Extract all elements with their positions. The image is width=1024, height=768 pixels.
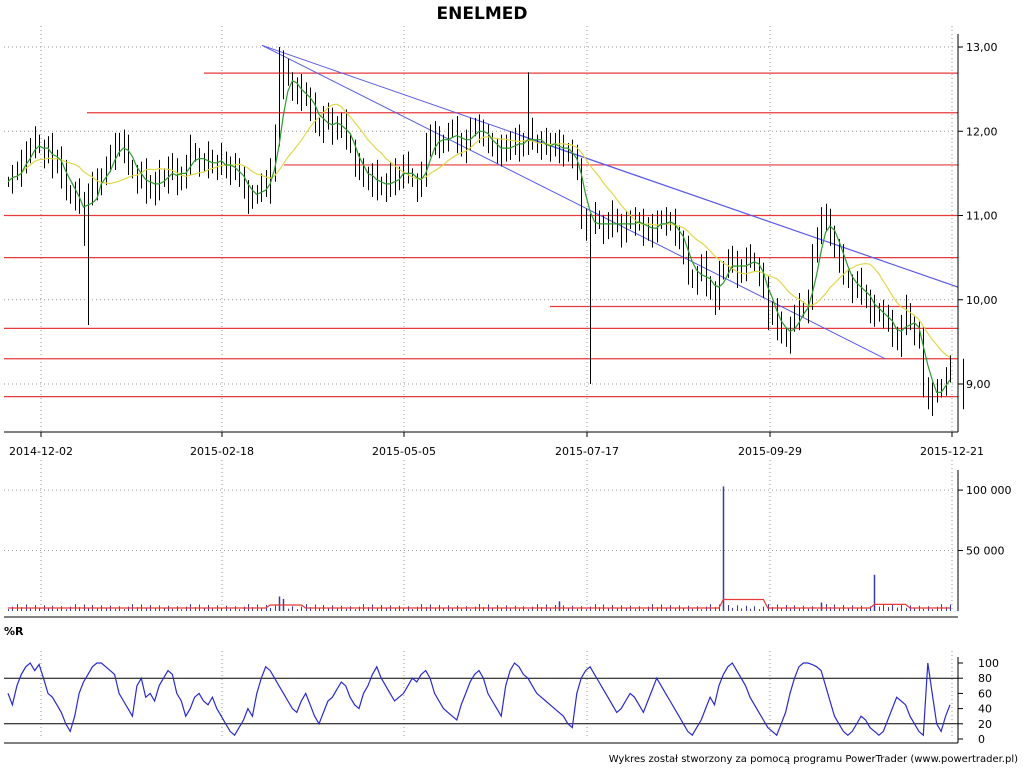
volume-y-label: 100 000 bbox=[966, 484, 1012, 497]
price-panel: 13,00 12,00 11,00 10,00 9,00 2014-12-02 2015-0… bbox=[4, 26, 998, 458]
wr-line bbox=[7, 662, 951, 737]
wr-y-label: 20 bbox=[978, 718, 992, 731]
volume-average-line bbox=[8, 598, 950, 609]
wr-y-label: 100 bbox=[978, 657, 999, 670]
price-x-label: 2015-09-29 bbox=[738, 445, 802, 458]
chart-title: ENELMED bbox=[437, 4, 528, 24]
moving-average-slow bbox=[7, 103, 951, 358]
price-y-label: 12,00 bbox=[966, 125, 998, 138]
wr-y-label: 0 bbox=[978, 733, 985, 746]
footer-credit: Wykres został stworzony za pomocą progra… bbox=[609, 754, 1018, 765]
wr-y-label: 60 bbox=[978, 687, 992, 700]
price-x-label: 2015-12-21 bbox=[920, 445, 984, 458]
trend-line bbox=[519, 134, 959, 288]
volume-y-label: 50 000 bbox=[966, 545, 1005, 558]
price-x-label: 2015-05-05 bbox=[372, 445, 436, 458]
price-x-label: 2014-12-02 bbox=[9, 445, 73, 458]
price-y-label: 11,00 bbox=[966, 210, 998, 223]
moving-average-fast bbox=[7, 79, 951, 393]
wr-y-label: 80 bbox=[978, 672, 992, 685]
williams-r-panel: %R 100 80 60 40 20 0 bbox=[4, 625, 999, 746]
price-x-label: 2015-07-17 bbox=[555, 445, 619, 458]
price-y-label: 10,00 bbox=[966, 294, 998, 307]
volume-panel: 100 000 50 000 bbox=[4, 460, 1012, 618]
trend-line bbox=[261, 44, 886, 360]
wr-y-label: 40 bbox=[978, 703, 992, 716]
price-x-label: 2015-02-18 bbox=[190, 445, 254, 458]
price-y-label: 13,00 bbox=[966, 41, 998, 54]
williams-r-label: %R bbox=[4, 625, 24, 638]
price-y-label: 9,00 bbox=[966, 378, 991, 391]
